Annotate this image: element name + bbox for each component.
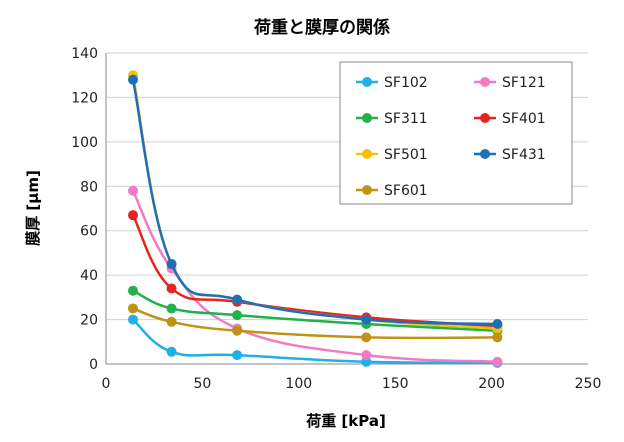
data-point-sf311 [127,285,138,296]
data-point-sf311 [166,303,177,314]
x-tick-label: 100 [285,376,312,392]
series-line-sf102 [132,318,498,365]
data-point-sf601 [361,332,372,343]
data-point-sf431 [127,74,138,85]
y-tick-label: 120 [71,90,98,106]
legend-marker [480,77,490,87]
y-tick-label: 40 [80,268,98,284]
series-sf601 [127,303,503,343]
legend-label: SF311 [384,111,428,127]
legend-marker [480,113,490,123]
data-point-sf121 [361,350,372,361]
y-tick-label: 0 [89,357,98,373]
data-point-sf401 [127,210,138,221]
data-point-sf431 [361,314,372,325]
series-sf311 [127,285,503,336]
legend-label: SF431 [502,147,546,163]
y-tick-label: 80 [80,179,98,195]
y-axis-title: 膜厚 [μm] [24,170,42,246]
legend-marker [362,113,372,123]
legend-item-sf501: SF501 [356,147,428,163]
legend-label: SF401 [502,111,546,127]
legend-marker [362,149,372,159]
data-point-sf102 [127,314,138,325]
x-tick-label: 150 [382,376,409,392]
legend-label: SF102 [384,75,428,91]
data-point-sf401 [166,283,177,294]
legend-marker [362,77,372,87]
y-tick-label: 60 [80,224,98,240]
data-point-sf121 [492,356,503,367]
legend-label: SF601 [384,183,428,199]
legend-label: SF501 [384,147,428,163]
x-axis-title: 荷重 [kPa] [306,412,386,430]
data-point-sf601 [127,303,138,314]
y-tick-label: 140 [71,46,98,62]
legend-item-sf311: SF311 [356,111,428,127]
series-group [127,70,503,368]
series-line-sf311 [132,289,498,332]
series-line-sf601 [132,307,498,340]
series-sf431 [127,74,503,330]
data-point-sf431 [166,259,177,270]
data-point-sf102 [166,346,177,357]
data-point-sf431 [492,319,503,330]
legend-item-sf601: SF601 [356,183,428,199]
data-point-sf102 [232,350,243,361]
x-tick-label: 200 [478,376,505,392]
legend-label: SF121 [502,75,546,91]
legend-item-sf431: SF431 [474,147,546,163]
legend-item-sf102: SF102 [356,75,428,91]
chart-title: 荷重と膜厚の関係 [254,17,390,38]
x-tick-labels: 0 50 100 150 200 250 [102,376,602,392]
legend: SF102 SF121 SF311 SF401 SF501 SF431 SF601 [339,61,573,205]
series-line-sf401 [131,214,498,328]
data-point-sf601 [166,316,177,327]
x-tick-label: 250 [575,376,602,392]
legend-marker [362,185,372,195]
legend-item-sf121: SF121 [474,75,546,91]
x-tick-label: 0 [102,376,111,392]
data-point-sf431 [232,294,243,305]
legend-box [339,61,573,205]
data-point-sf121 [127,185,138,196]
data-point-sf601 [232,325,243,336]
y-tick-label: 100 [71,135,98,151]
x-tick-label: 50 [193,376,211,392]
series-sf121 [127,185,503,367]
data-point-sf601 [492,332,503,343]
legend-marker [480,149,490,159]
y-tick-labels: 0 20 40 60 80 100 120 140 [71,46,98,373]
data-point-sf311 [232,310,243,321]
axes [105,53,588,365]
y-tick-label: 20 [80,313,98,329]
legend-item-sf401: SF401 [474,111,546,127]
